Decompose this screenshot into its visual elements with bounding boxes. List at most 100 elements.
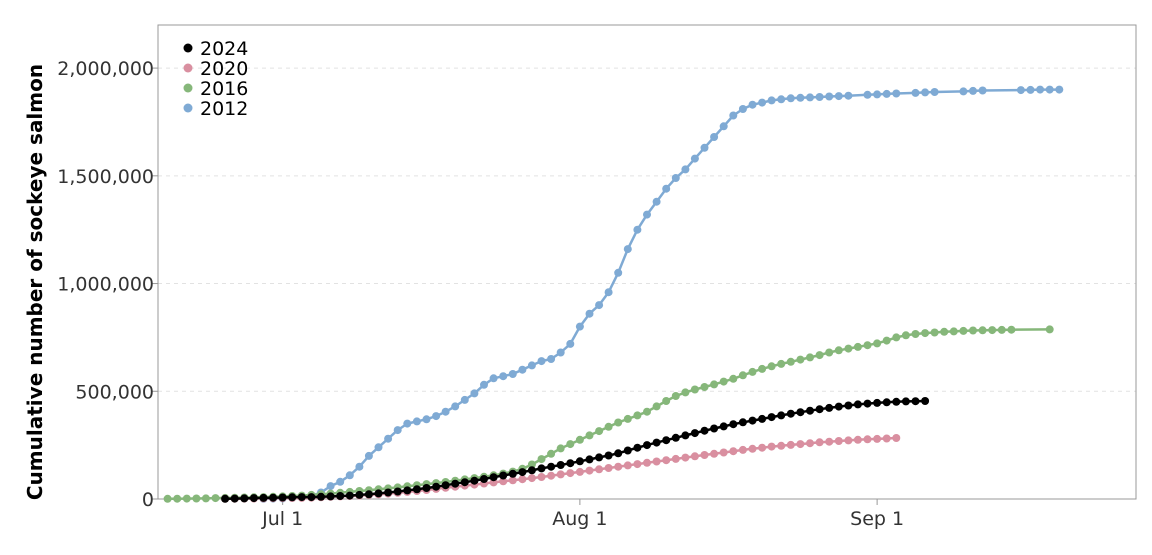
data-point-2016 [173,494,182,503]
data-point-2012 [729,111,738,120]
data-point-2016 [575,435,584,444]
data-point-2020 [748,444,757,453]
series-2024 [221,397,930,503]
data-point-2012 [585,309,594,318]
data-point-2024 [853,400,862,409]
data-point-2012 [969,86,977,95]
data-point-2020 [508,476,517,485]
gridlines [158,67,1136,392]
x-tick-label: Jul 1 [261,508,303,530]
data-point-2024 [901,397,910,406]
data-point-2016 [930,328,939,337]
y-tick-label: 0 [142,489,154,511]
data-point-2012 [738,105,747,113]
data-point-2024 [412,485,421,494]
legend-label-2016: 2016 [200,78,248,100]
data-point-2024 [921,397,930,405]
data-point-2012 [662,184,671,193]
data-point-2024 [480,475,488,483]
data-point-2024 [230,494,239,503]
data-point-2012 [959,87,968,96]
data-point-2024 [499,471,508,480]
data-point-2016 [738,371,747,380]
data-point-2016 [892,333,901,342]
data-point-2024 [806,406,814,415]
data-point-2024 [345,491,354,500]
data-point-2024 [432,482,441,491]
data-point-2012 [873,90,882,99]
data-point-2020 [662,456,671,465]
data-point-2024 [834,402,843,411]
data-point-2016 [182,494,191,503]
data-point-2012 [432,412,441,421]
data-point-2016 [882,336,891,345]
x-tick-label: Aug 1 [552,508,607,530]
legend-label-2020: 2020 [200,58,248,80]
data-point-2020 [527,474,536,483]
data-point-2020 [595,465,604,474]
series-layer [163,85,1064,503]
data-point-2012 [681,165,690,174]
data-point-2024 [873,398,882,407]
data-point-2024 [767,413,776,422]
data-point-2024 [585,455,594,464]
data-point-2024 [240,494,249,503]
data-point-2024 [729,420,738,429]
data-point-2024 [317,492,325,501]
data-point-2012 [806,93,814,102]
data-point-2012 [815,93,824,101]
data-point-2012 [336,477,345,486]
data-point-2020 [671,454,680,463]
data-point-2020 [681,453,690,462]
data-point-2016 [853,342,862,351]
data-point-2020 [777,441,786,450]
data-point-2020 [719,448,728,457]
data-point-2016 [729,374,738,383]
data-point-2024 [882,398,891,407]
data-point-2020 [690,452,699,461]
data-point-2020 [643,458,651,467]
data-point-2012 [537,357,546,366]
data-point-2016 [566,440,575,449]
data-point-2024 [249,494,258,503]
data-point-2016 [834,346,843,355]
data-point-2016 [921,329,930,338]
data-point-2012 [863,90,872,99]
data-point-2012 [422,415,431,424]
data-point-2016 [527,460,536,469]
data-point-2016 [652,402,661,411]
data-point-2012 [566,339,575,348]
plot-frame [157,24,1137,500]
data-point-2024 [825,403,834,412]
data-point-2020 [786,440,795,449]
data-point-2016 [163,494,172,503]
data-point-2024 [815,405,824,414]
data-point-2020 [796,440,805,449]
data-point-2016 [758,364,767,373]
data-point-2024 [518,468,527,477]
data-point-2016 [700,383,709,391]
data-point-2012 [1045,85,1054,94]
data-point-2016 [556,444,565,453]
data-point-2020 [815,438,824,447]
data-point-2024 [508,469,517,478]
data-point-2020 [566,469,575,478]
y-tick-label: 1,000,000 [57,274,154,296]
data-point-2016 [796,355,805,364]
data-point-2024 [422,484,431,492]
legend-marker-2024 [183,43,193,53]
y-tick-label: 2,000,000 [57,58,154,80]
data-point-2024 [393,487,402,496]
data-point-2016 [614,418,623,427]
data-point-2012 [758,98,767,107]
data-point-2016 [997,325,1006,334]
data-point-2012 [1055,85,1064,94]
data-point-2012 [499,372,508,381]
data-point-2012 [556,348,565,357]
data-point-2020 [652,457,661,466]
data-point-2020 [863,435,872,444]
data-point-2012 [786,94,795,103]
data-point-2024 [556,461,565,469]
data-point-2016 [690,385,699,394]
